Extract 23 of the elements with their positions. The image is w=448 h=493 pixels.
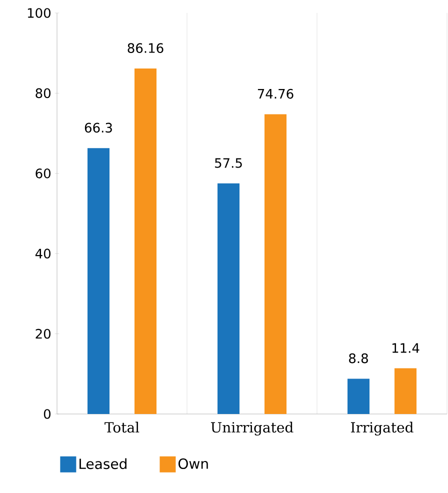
- y-tick-label: 60: [36, 168, 50, 178]
- y-tick-label: 20: [36, 328, 50, 339]
- bar: [218, 183, 240, 414]
- y-tick-label: 40: [35, 248, 50, 259]
- y-tick-label: 100: [28, 8, 50, 18]
- bar: [88, 148, 110, 414]
- legend-label: Own: [178, 458, 208, 470]
- data-label: 86.16: [128, 43, 164, 53]
- x-tick-label: Total: [104, 422, 140, 433]
- x-tick-label: Irrigated: [350, 422, 414, 436]
- y-tick-label: 0: [44, 409, 50, 419]
- data-label: 66.3: [84, 122, 112, 133]
- y-tick-label: 80: [36, 88, 50, 98]
- data-label: 57.5: [215, 158, 242, 168]
- bar: [264, 114, 287, 414]
- data-label: 11.4: [392, 343, 420, 353]
- bar: [394, 368, 417, 414]
- legend-label: Leased: [80, 458, 126, 470]
- data-label: 8.8: [349, 353, 368, 364]
- x-tick-label: Unirrigated: [210, 422, 294, 436]
- data-label: 74.76: [258, 88, 294, 99]
- bar: [348, 378, 370, 414]
- bar: [134, 68, 156, 414]
